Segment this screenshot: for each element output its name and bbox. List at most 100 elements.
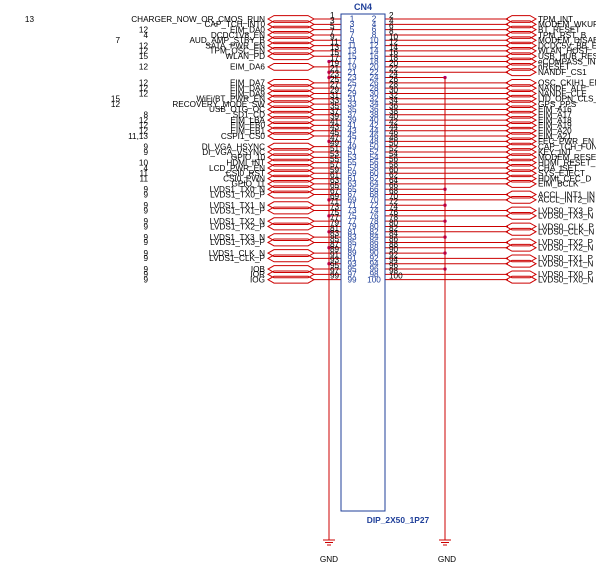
sheet-reference: 12 (139, 79, 149, 88)
off-page-connector (504, 180, 538, 188)
pin-number-left: 51 (330, 144, 340, 153)
pin-number-left: 97 (330, 266, 340, 275)
sheet-reference: 12 (139, 116, 149, 125)
sheet-reference: 11 (140, 169, 149, 178)
net-label-left: LVDS1_CLK_N (209, 249, 265, 258)
pin-number-left: 35 (330, 101, 340, 110)
pin-number-inner-right: 56 (369, 158, 379, 167)
pin-number-left: 11 (330, 38, 339, 47)
pin-number-inner-left: 91 (347, 254, 357, 263)
pin-number-left: 81 (330, 224, 340, 233)
pin-number-inner-left: 85 (347, 238, 357, 247)
ground-label-right: GND (438, 555, 456, 564)
pin-number-inner-right: 90 (369, 249, 379, 258)
off-page-connector (266, 222, 316, 231)
sheet-reference: 9 (143, 222, 148, 231)
pin-number-inner-right: 4 (372, 20, 377, 29)
off-page-connector (266, 25, 316, 34)
off-page-connector (504, 132, 538, 140)
net-label-left: EIM_DA6 (230, 63, 265, 72)
off-page-connector (266, 217, 316, 226)
pin-number-right: 82 (389, 224, 399, 233)
pin-number-right: 58 (389, 160, 399, 169)
net-label-right: EIM_A20 (538, 127, 572, 136)
net-label-left: AUD_AMP_STBY_B (189, 36, 265, 45)
net-label-left: CHARGER_NOW_OR_CMOS_RUN (131, 15, 265, 24)
off-page-connector (266, 206, 316, 215)
wire-layer (314, 18, 508, 540)
pin-number-inner-right: 96 (369, 265, 379, 274)
pin-number-left: 73 (330, 203, 340, 212)
net-label-left: LVDS1_TX1_N (210, 201, 265, 210)
pin-number-left: 29 (330, 85, 340, 94)
pin-number-inner-right: 14 (369, 47, 379, 56)
sheet-reference: 12 (139, 25, 149, 34)
net-label-left: EIM_EB1 (230, 127, 265, 136)
off-page-connector (504, 105, 538, 114)
pin-number-left: 91 (330, 250, 340, 259)
pin-number-right: 70 (389, 192, 399, 201)
pin-number-inner-right: 86 (369, 238, 379, 247)
net-label-left: RECOVERY_MODE_SW (172, 100, 265, 109)
pin-number-right: 56 (389, 155, 399, 164)
net-label-left: WLAN_PD (225, 52, 265, 61)
off-page-connector (266, 78, 316, 87)
net-label-right: CAP_TCH_FUN (538, 142, 596, 151)
off-page-connector (504, 68, 538, 77)
net-label-left: EIM_LBA (230, 116, 265, 125)
pin-number-right: 28 (389, 80, 399, 89)
off-page-connector (266, 121, 316, 130)
off-page-connector (266, 116, 316, 124)
net-label-left: CSPI1_CS0 (221, 132, 266, 141)
pin-number-inner-left: 17 (347, 57, 357, 66)
off-page-connector (266, 265, 316, 273)
sheet-reference: 9 (143, 233, 148, 242)
pin-number-right: 14 (389, 43, 399, 52)
pin-number-inner-left: 43 (347, 126, 357, 135)
net-label-left: SATA_PWR_EN (205, 41, 265, 50)
pin-number-inner-left: 49 (347, 142, 357, 151)
pin-number-inner-right: 70 (369, 195, 379, 204)
sheet-reference: 9 (143, 275, 148, 284)
net-label-right: FEC_PWR_EN (538, 137, 594, 146)
pin-number-inner-right: 22 (369, 68, 379, 77)
off-page-connector (266, 20, 316, 29)
off-page-connector (504, 227, 538, 236)
pin-number-right: 2 (389, 11, 394, 20)
net-label-right: MODEM_WKUP (538, 20, 596, 29)
pin-number-inner-right: 46 (369, 132, 379, 141)
off-page-connector (266, 142, 316, 151)
net-label-left: SD1_CD (233, 111, 265, 120)
pin-number-inner-left: 97 (347, 270, 357, 279)
off-page-connector (504, 20, 538, 29)
pin-number-left: 63 (330, 176, 340, 185)
pin-number-left: 45 (330, 128, 340, 137)
off-page-connector (504, 57, 538, 66)
pin-number-inner-left: 57 (347, 164, 357, 173)
off-page-connector (504, 126, 538, 135)
pin-number-right: 64 (389, 176, 399, 185)
off-page-connector (504, 121, 538, 130)
pin-number-inner-left: 13 (347, 47, 357, 56)
pin-number-left: 75 (330, 208, 340, 217)
net-label-left: EIM_DA0 (230, 25, 265, 34)
sheet-reference: 10 (139, 158, 149, 167)
pin-number-left: 57 (330, 160, 340, 169)
net-label-left: LVDS1_TX3_N (210, 233, 265, 242)
sheet-reference: 12 (139, 89, 149, 98)
sheet-reference: 4 (143, 31, 148, 40)
pin-number-right: 16 (389, 48, 399, 57)
net-label-right: nRESET (538, 63, 570, 72)
pin-number-inner-left: 33 (347, 100, 357, 109)
off-page-connector (266, 164, 316, 172)
pin-number-right: 84 (389, 229, 399, 238)
ground-symbol-right (439, 539, 451, 546)
pin-number-inner-left: 95 (347, 265, 357, 274)
pin-number-right: 20 (389, 59, 399, 68)
sheet-reference: 9 (143, 142, 148, 151)
pin-number-right: 50 (389, 139, 399, 148)
off-page-connector (266, 169, 316, 178)
off-page-connector (504, 78, 538, 87)
pin-number-left: 41 (330, 117, 340, 126)
pin-number-inner-right: 36 (369, 105, 379, 114)
